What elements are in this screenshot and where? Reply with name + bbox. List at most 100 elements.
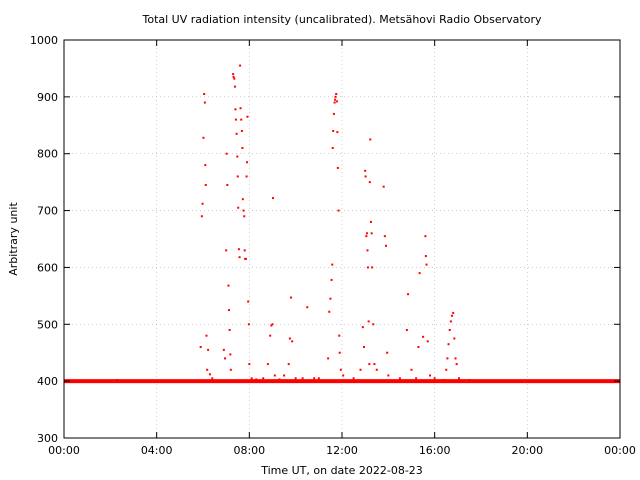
data-point (361, 326, 364, 329)
data-point (337, 209, 340, 212)
data-point (334, 98, 337, 101)
data-point (367, 320, 370, 323)
data-point (366, 266, 369, 269)
data-point (338, 334, 341, 337)
x-tick-label: 00:00 (604, 444, 636, 457)
data-point (417, 346, 420, 349)
data-point (375, 368, 378, 371)
data-point (206, 368, 209, 371)
data-point (333, 101, 336, 104)
plot-frame (63, 39, 621, 439)
data-point (352, 377, 355, 380)
data-point (368, 363, 371, 366)
data-point (236, 175, 239, 178)
y-axis-label: Arbitrary unit (7, 202, 20, 276)
data-point (227, 309, 230, 312)
data-point (205, 334, 208, 337)
data-point (241, 198, 244, 201)
data-point (238, 256, 241, 259)
axis-ticks (63, 39, 621, 439)
x-tick-label: 08:00 (233, 444, 265, 457)
data-point (373, 363, 376, 366)
y-tick-label: 1000 (30, 34, 58, 47)
data-point (243, 249, 246, 252)
data-point (331, 263, 334, 266)
data-point (372, 323, 375, 326)
data-point (239, 107, 242, 110)
data-point (332, 112, 335, 115)
data-point (269, 334, 272, 337)
data-point (342, 374, 345, 377)
data-point (429, 374, 432, 377)
data-point (336, 166, 339, 169)
data-point (457, 377, 460, 380)
data-point (248, 363, 251, 366)
data-point (422, 335, 425, 338)
data-point (237, 248, 240, 251)
data-point (424, 235, 427, 238)
data-point (452, 311, 455, 314)
data-point (247, 323, 250, 326)
data-point (383, 235, 386, 238)
data-point (246, 161, 249, 164)
data-points (111, 64, 619, 383)
data-point (363, 346, 366, 349)
data-point (250, 377, 253, 380)
data-point (369, 220, 372, 223)
data-point (336, 131, 339, 134)
x-tick-label: 20:00 (511, 444, 543, 457)
data-point (491, 379, 494, 382)
data-point (233, 85, 236, 88)
data-point (327, 357, 330, 360)
data-point (366, 232, 369, 235)
data-point (382, 185, 385, 188)
data-point (449, 320, 452, 323)
x-tick-label: 00:00 (48, 444, 80, 457)
data-point (235, 132, 238, 135)
data-point (338, 351, 341, 354)
data-point (364, 175, 367, 178)
data-point (232, 75, 235, 78)
data-point (283, 374, 286, 377)
data-point (365, 235, 368, 238)
data-point (241, 147, 244, 150)
data-point (271, 323, 274, 326)
data-point (202, 136, 205, 139)
data-point (446, 357, 449, 360)
data-point (368, 181, 371, 184)
data-point (410, 368, 413, 371)
data-point (201, 202, 204, 205)
data-point (448, 328, 451, 331)
x-tick-label: 12:00 (326, 444, 358, 457)
data-point (549, 379, 552, 382)
data-point (294, 377, 297, 380)
data-point (240, 129, 243, 132)
data-point (442, 379, 445, 382)
y-tick-label: 800 (37, 148, 58, 161)
data-point (453, 337, 456, 340)
data-point (111, 379, 114, 382)
data-point (120, 380, 123, 383)
data-point (407, 293, 410, 296)
data-point (366, 249, 369, 252)
y-tick-label: 900 (37, 91, 58, 104)
data-point (313, 377, 316, 380)
x-tick-label: 04:00 (141, 444, 173, 457)
data-point (255, 378, 258, 381)
data-point (226, 183, 229, 186)
data-point (246, 115, 249, 118)
data-point (233, 77, 236, 80)
data-point (234, 108, 237, 111)
data-point (273, 374, 276, 377)
data-point (426, 340, 429, 343)
data-point (225, 152, 228, 155)
data-point (364, 169, 367, 172)
data-point (386, 351, 389, 354)
data-point (290, 296, 293, 299)
data-point (447, 343, 450, 346)
y-tick-label: 500 (37, 318, 58, 331)
data-point (227, 284, 230, 287)
data-point (203, 93, 206, 96)
data-point (405, 328, 408, 331)
data-point (288, 337, 291, 340)
